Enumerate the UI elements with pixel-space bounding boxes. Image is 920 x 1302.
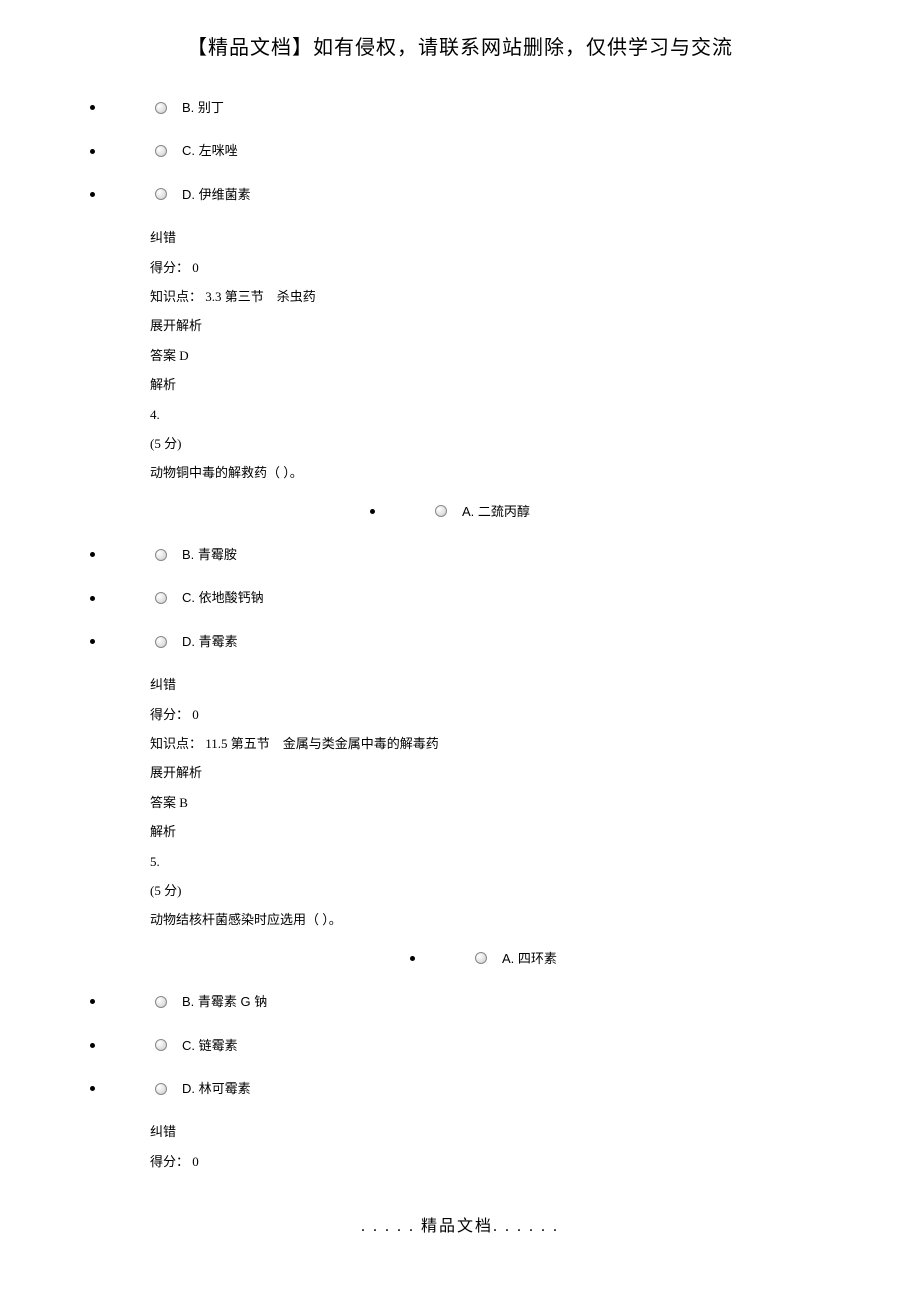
q5-option-a-row: A. 四环素 (410, 947, 870, 970)
q3-option-d: D. 伊维菌素 (182, 183, 251, 206)
score-label: 得分： 0 (150, 703, 870, 726)
radio-icon[interactable] (155, 592, 167, 604)
page-footer: . . . . . 精品文档. . . . . . (50, 1213, 870, 1242)
radio-icon[interactable] (435, 505, 447, 517)
q5-question: 动物结核杆菌感染时应选用（ ）。 (150, 908, 870, 931)
bullet-icon (410, 956, 415, 961)
analysis-label: 解析 (150, 820, 870, 843)
q4-option-c: C. 依地酸钙钠 (182, 586, 264, 609)
radio-icon[interactable] (475, 952, 487, 964)
bullet-icon (90, 999, 95, 1004)
q5-option-d: D. 林可霉素 (182, 1077, 251, 1100)
q5-option-a: A. 四环素 (502, 947, 557, 970)
score-label: 得分： 0 (150, 256, 870, 279)
score-label: 得分： 0 (150, 1150, 870, 1173)
q5-option-c-row: C. 链霉素 (90, 1034, 870, 1057)
q4-option-d-row: D. 青霉素 (90, 630, 870, 653)
bullet-icon (90, 596, 95, 601)
q4-option-b-row: B. 青霉胺 (90, 543, 870, 566)
q4-question: 动物铜中毒的解救药（ ）。 (150, 461, 870, 484)
q3-option-d-row: D. 伊维菌素 (90, 183, 870, 206)
q3-option-b: B. 别丁 (182, 96, 224, 119)
correction-link[interactable]: 纠错 (150, 226, 870, 249)
q3-option-c-row: C. 左咪唑 (90, 139, 870, 162)
bullet-icon (90, 105, 95, 110)
radio-icon[interactable] (155, 1083, 167, 1095)
radio-icon[interactable] (155, 145, 167, 157)
q4-number: 4. (150, 403, 870, 426)
knowledge-point: 知识点： 3.3 第三节 杀虫药 (150, 285, 870, 308)
q5-option-b: B. 青霉素 G 钠 (182, 990, 267, 1013)
q4-points: (5 分) (150, 432, 870, 455)
page-header: 【精品文档】如有侵权，请联系网站删除，仅供学习与交流 (50, 30, 870, 66)
radio-icon[interactable] (155, 636, 167, 648)
q4-option-a-row: A. 二巯丙醇 (370, 500, 870, 523)
q3-option-c: C. 左咪唑 (182, 139, 238, 162)
bullet-icon (90, 552, 95, 557)
q5-points: (5 分) (150, 879, 870, 902)
bullet-icon (90, 1086, 95, 1091)
bullet-icon (90, 149, 95, 154)
q4-option-a: A. 二巯丙醇 (462, 500, 530, 523)
correction-link[interactable]: 纠错 (150, 1120, 870, 1143)
correction-link[interactable]: 纠错 (150, 673, 870, 696)
q5-answer-block: 纠错 得分： 0 (150, 1120, 870, 1173)
q5-number: 5. (150, 850, 870, 873)
answer-label: 答案 D (150, 344, 870, 367)
radio-icon[interactable] (155, 549, 167, 561)
answer-label: 答案 B (150, 791, 870, 814)
bullet-icon (90, 1043, 95, 1048)
expand-analysis-link[interactable]: 展开解析 (150, 761, 870, 784)
bullet-icon (90, 639, 95, 644)
knowledge-point: 知识点： 11.5 第五节 金属与类金属中毒的解毒药 (150, 732, 870, 755)
bullet-icon (370, 509, 375, 514)
q3-answer-block: 纠错 得分： 0 知识点： 3.3 第三节 杀虫药 展开解析 答案 D 解析 4… (150, 226, 870, 485)
q4-option-c-row: C. 依地酸钙钠 (90, 586, 870, 609)
q5-option-b-row: B. 青霉素 G 钠 (90, 990, 870, 1013)
q4-option-b: B. 青霉胺 (182, 543, 237, 566)
radio-icon[interactable] (155, 1039, 167, 1051)
expand-analysis-link[interactable]: 展开解析 (150, 314, 870, 337)
analysis-label: 解析 (150, 373, 870, 396)
bullet-icon (90, 192, 95, 197)
radio-icon[interactable] (155, 102, 167, 114)
q4-option-d: D. 青霉素 (182, 630, 238, 653)
radio-icon[interactable] (155, 996, 167, 1008)
radio-icon[interactable] (155, 188, 167, 200)
q5-option-d-row: D. 林可霉素 (90, 1077, 870, 1100)
q5-option-c: C. 链霉素 (182, 1034, 238, 1057)
q3-option-b-row: B. 别丁 (90, 96, 870, 119)
q4-answer-block: 纠错 得分： 0 知识点： 11.5 第五节 金属与类金属中毒的解毒药 展开解析… (150, 673, 870, 932)
